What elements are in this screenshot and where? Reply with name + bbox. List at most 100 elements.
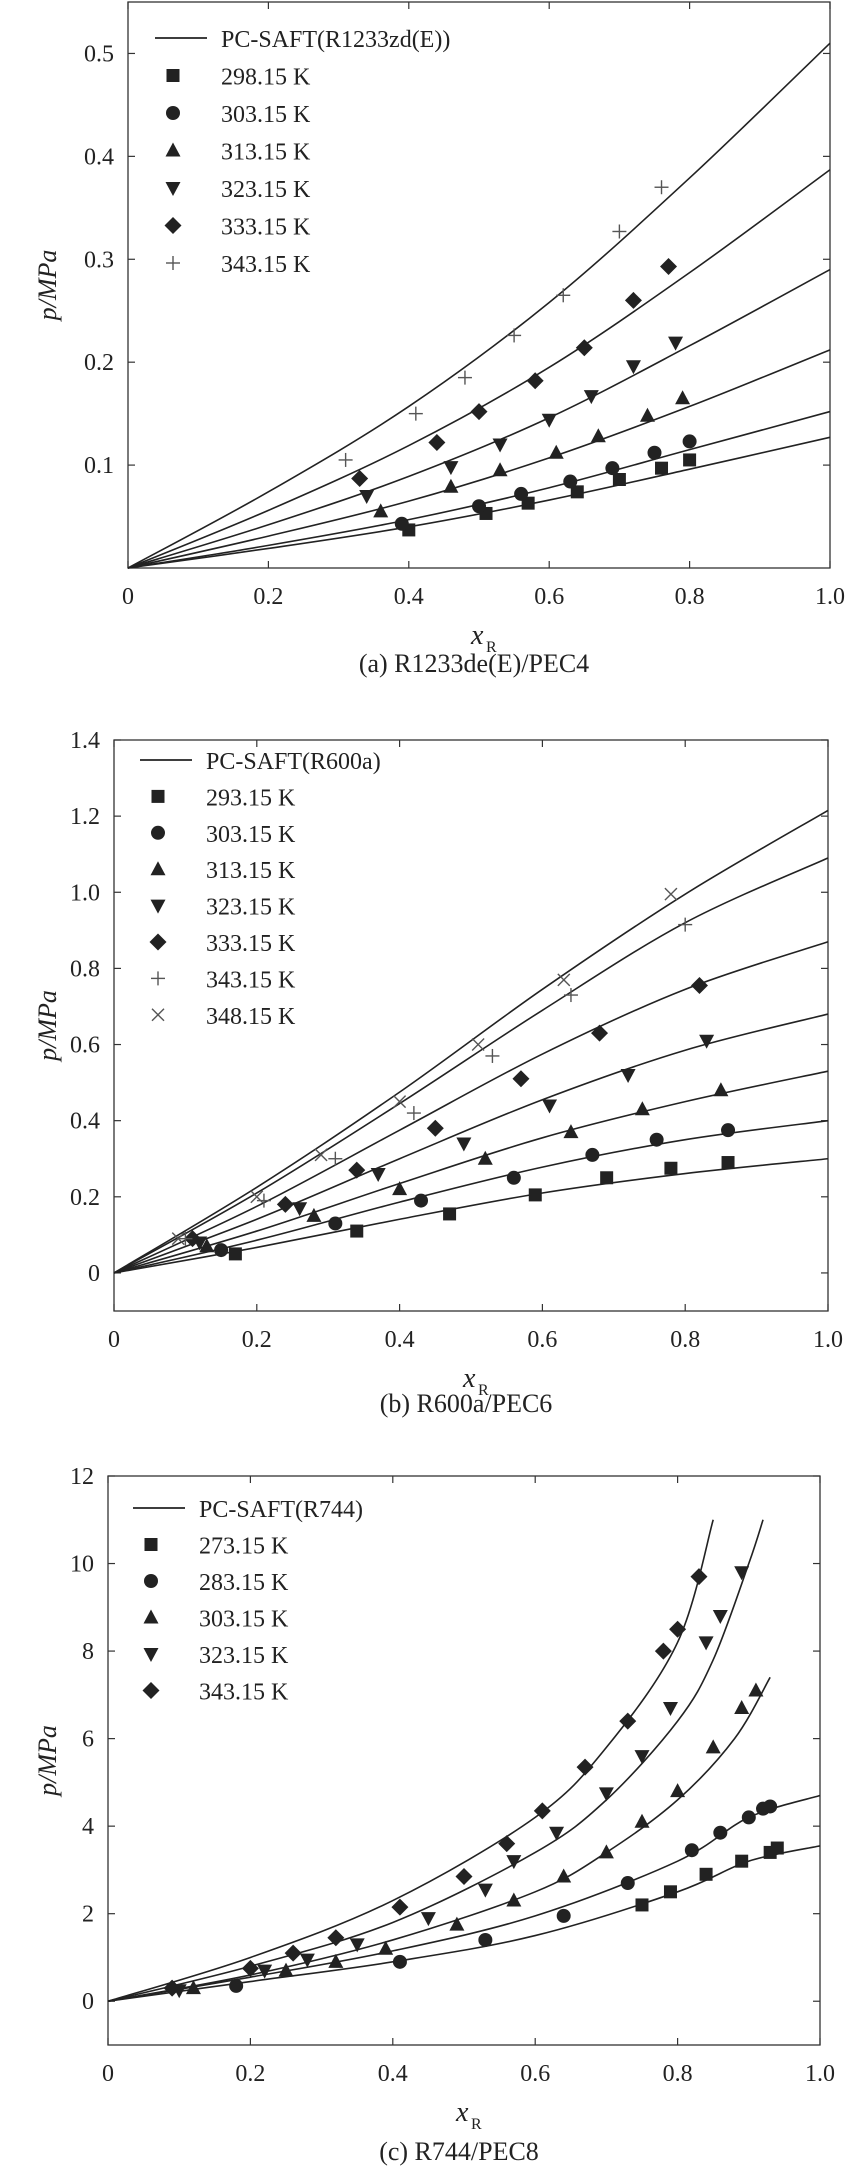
data-point-cross [664, 887, 678, 901]
data-point-circle [472, 499, 486, 514]
y-tick-label: 0.5 [84, 41, 114, 67]
y-tick-label: 10 [70, 1552, 94, 1578]
data-point-cross [314, 1148, 328, 1162]
legend-marker-triangle-down [150, 899, 166, 914]
y-tick-label: 12 [70, 1464, 94, 1490]
data-point-cross [250, 1190, 264, 1204]
data-point-diamond [184, 1230, 202, 1248]
x-tick-label: 0.6 [527, 1327, 557, 1353]
panel-a-chart: 0.1 0.2 0.3 0.4 0.5 0 0.2 0.4 0.6 0.8 1.0 p/MPa x R(a… [33, 1, 845, 678]
data-point-circle [394, 516, 409, 531]
y-tick-label: 0.3 [84, 247, 114, 273]
y-axis-label: p/MPa [33, 990, 62, 1063]
x-axis-label-subscript: R [478, 1382, 489, 1399]
x-tick-label: 1.0 [813, 1327, 843, 1353]
data-point-triangle-up [492, 462, 508, 477]
legend-label: 273.15 K [199, 1534, 289, 1560]
data-point-circle [328, 1216, 343, 1231]
cross-b [393, 1095, 407, 1109]
legend-marker-triangle-up [165, 142, 181, 157]
data-point-diamond [654, 1642, 672, 1660]
legend-label: PC-SAFT(R744) [199, 1497, 363, 1523]
data-point-plus [406, 1106, 421, 1121]
cross-b [557, 973, 571, 987]
data-point-triangle-up [748, 1682, 764, 1697]
data-point-square [655, 461, 669, 475]
data-point-triangle-up [634, 1813, 650, 1828]
panel-c-chart: 0 2 4 6 8 10 12 0 0.2 0.4 0.6 0.8 1.0 p/MPa x R (c) R744… [33, 1464, 835, 2166]
legend-marker-triangle-up [150, 861, 166, 876]
plot-frame [107, 1475, 821, 2046]
data-point-diamond [619, 1712, 637, 1730]
legend-label: 333.15 K [206, 931, 296, 957]
data-point-diamond [348, 1161, 366, 1179]
data-point-triangle-up [598, 1844, 614, 1859]
legend-label: 303.15 K [199, 1607, 289, 1633]
data-point-triangle-down [420, 1912, 436, 1927]
data-point-plus [563, 988, 578, 1003]
data-point-triangle-down [668, 336, 684, 351]
y-tick-label: 0.2 [84, 350, 114, 376]
data-point-plus [256, 1193, 271, 1208]
data-point-square [350, 1224, 364, 1238]
data-point-plus [507, 328, 522, 343]
x-axis-label-subscript: R [486, 639, 497, 656]
data-point-plus [678, 917, 693, 932]
data-point-triangle-down [492, 438, 508, 453]
data-point-circle [585, 1147, 600, 1162]
data-point-diamond [276, 1195, 294, 1213]
legend-marker-triangle-down [165, 182, 181, 196]
data-point-square [600, 1171, 614, 1185]
data-point-circle [605, 461, 620, 476]
data-point-circle [713, 1825, 728, 1840]
data-point-diamond [327, 1929, 345, 1947]
data-point-diamond [690, 1568, 708, 1586]
data-point-square [699, 1867, 713, 1881]
model-curve-313.15K [113, 1070, 829, 1274]
data-point-plus [457, 370, 472, 385]
model-curve-343.15K [127, 42, 831, 569]
cross-b [171, 1232, 185, 1246]
x-tick-label: 0.4 [394, 584, 424, 610]
model-curve-323.15K [113, 1013, 829, 1274]
data-point-triangle-up [373, 503, 389, 518]
data-point-square [683, 453, 697, 467]
data-point-diamond [498, 1835, 516, 1853]
legend-label: 303.15 K [206, 822, 296, 848]
data-point-square [770, 1841, 784, 1855]
x-axis-label: x [470, 620, 484, 651]
data-point-triangle-up [634, 1101, 650, 1116]
data-point-triangle-down [456, 1137, 472, 1152]
data-point-triangle-down [620, 1068, 636, 1083]
data-point-triangle-up [556, 1868, 572, 1883]
panel-b-chart: 0 0.2 0.4 0.6 0.8 1.0 1.2 1.4 0 0.2 0.4 0.6 0.8 1.0 p/… [33, 728, 843, 1418]
data-point-triangle-down [598, 1787, 614, 1802]
model-curve-343.15K [107, 1519, 714, 2002]
x-tick-label: 0.2 [253, 584, 283, 610]
y-tick-label: 6 [82, 1727, 94, 1753]
model-curve-303.15K [113, 1119, 829, 1274]
x-tick-label: 0.6 [534, 584, 564, 610]
data-point-plus [654, 180, 669, 195]
legend-label: 323.15 K [199, 1643, 289, 1669]
data-point-triangle-up [199, 1238, 215, 1253]
data-point-triangle-up [670, 1783, 686, 1798]
x-tick-label: 1.0 [815, 584, 845, 610]
data-point-diamond [351, 469, 369, 487]
legend-label: 298.15 K [221, 65, 311, 91]
data-point-triangle-down [359, 489, 375, 504]
cross-b [314, 1148, 328, 1162]
y-axis-label: p/MPa [33, 250, 62, 323]
legend-marker-circle [144, 1574, 158, 1588]
legend-label: 293.15 K [206, 785, 296, 811]
legend-label: 323.15 K [206, 895, 296, 921]
data-point-triangle-up [675, 390, 691, 405]
y-tick-label: 1.2 [70, 804, 100, 830]
data-point-cross [393, 1095, 407, 1109]
x-axis-label-subscript: R [471, 2116, 482, 2133]
model-curve-313.15K [127, 349, 831, 569]
data-point-triangle-down [349, 1938, 365, 1953]
legend-marker-diamond [164, 217, 182, 234]
data-point-plus [338, 452, 353, 467]
